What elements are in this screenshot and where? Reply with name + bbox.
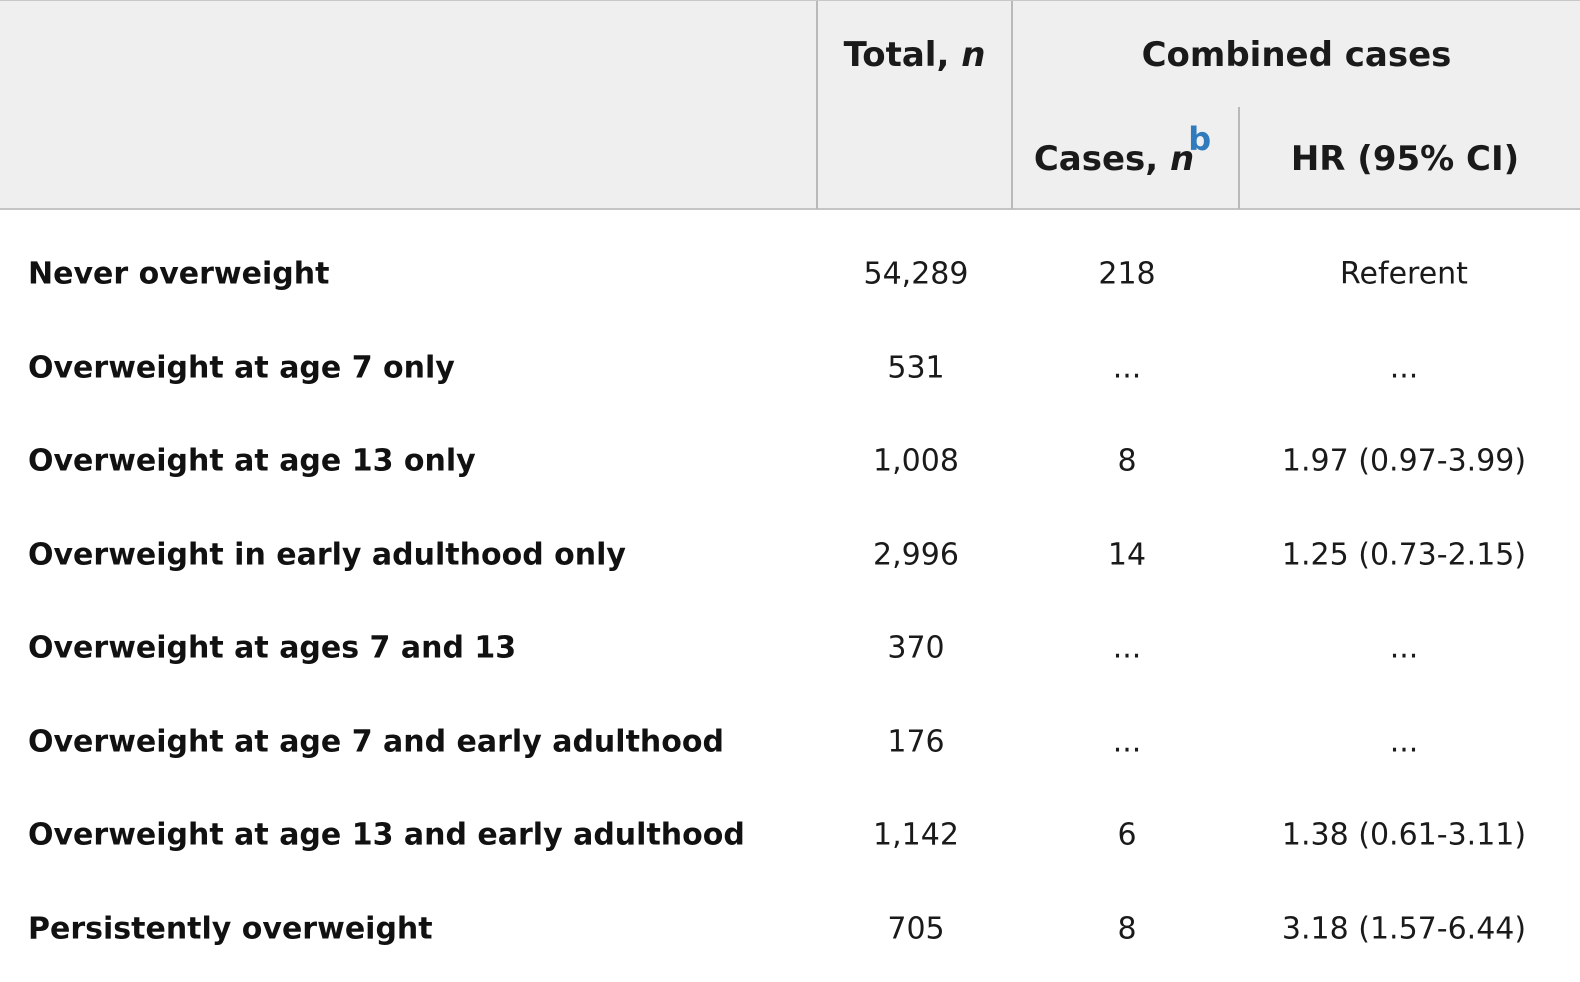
row-hr: ... [1389,350,1419,385]
row-hr: Referent [1340,256,1468,291]
table-row: Overweight in early adulthood only 2,996… [0,508,1580,601]
row-cases: ... [1112,724,1142,759]
header-cases: Cases, nb [1013,120,1238,179]
row-label: Overweight in early adulthood only [28,537,626,572]
table-row: Overweight at ages 7 and 13 370 ... ... [0,601,1580,694]
row-label: Overweight at age 7 and early adulthood [28,724,724,759]
row-cases: 8 [1117,443,1137,478]
row-total: 1,008 [873,443,959,478]
row-cases: ... [1112,630,1142,665]
row-total: 2,996 [873,537,959,572]
row-total: 176 [887,724,945,759]
row-label: Never overweight [28,256,330,291]
table-row: Overweight at age 13 only 1,008 8 1.97 (… [0,414,1580,507]
row-hr: 1.97 (0.97-3.99) [1281,443,1527,478]
table-row: Persistently overweight 705 8 3.18 (1.57… [0,882,1580,975]
row-total: 1,142 [873,817,959,852]
row-cases: 6 [1117,817,1137,852]
row-cases: ... [1112,350,1142,385]
header-total-n: n [961,35,986,75]
row-hr: ... [1389,724,1419,759]
table-header: Total, n Combined cases Cases, nb HR (95… [0,0,1580,210]
row-hr: 1.38 (0.61-3.11) [1281,817,1527,852]
table-row: Overweight at age 13 and early adulthood… [0,788,1580,881]
header-hr: HR (95% CI) [1290,139,1520,179]
row-total: 705 [887,911,945,946]
header-divider-group [1011,1,1013,209]
table-row: Never overweight 54,289 218 Referent [0,227,1580,320]
row-hr: ... [1389,630,1419,665]
table-row: Overweight at age 7 and early adulthood … [0,695,1580,788]
header-total: Total, n [818,35,1011,75]
header-combined-cases: Combined cases [1141,35,1452,75]
row-cases: 218 [1098,256,1156,291]
table-row: Overweight at age 7 only 531 ... ... [0,321,1580,414]
header-divider-total [816,1,818,209]
row-total: 370 [887,630,945,665]
row-total: 531 [887,350,945,385]
row-label: Persistently overweight [28,911,433,946]
row-label: Overweight at age 13 and early adulthood [28,817,745,852]
row-label: Overweight at age 13 only [28,443,476,478]
header-divider-cases [1238,107,1240,209]
row-label: Overweight at ages 7 and 13 [28,630,517,665]
row-cases: 8 [1117,911,1137,946]
header-cases-label: Cases, [1033,139,1171,179]
footnote-b-link[interactable]: b [1188,120,1212,158]
header-cases-n: n [1170,139,1195,179]
row-hr: 3.18 (1.57-6.44) [1281,911,1527,946]
row-total: 54,289 [863,256,969,291]
row-hr: 1.25 (0.73-2.15) [1281,537,1527,572]
row-cases: 14 [1107,537,1147,572]
row-label: Overweight at age 7 only [28,350,455,385]
header-total-label: Total, [843,35,962,75]
